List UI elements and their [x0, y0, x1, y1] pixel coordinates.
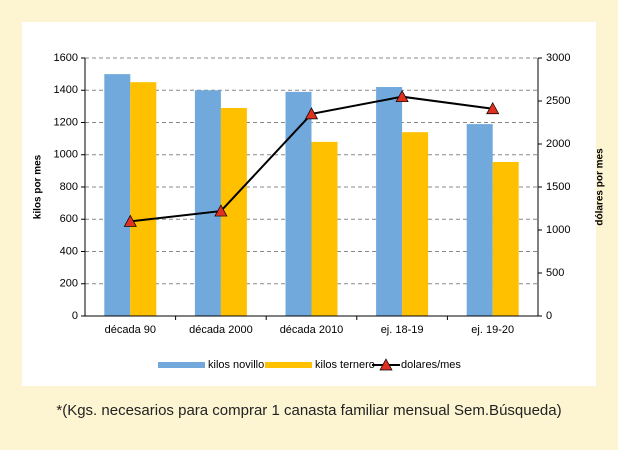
legend-label: dolares/mes [401, 359, 461, 371]
legend-swatch [265, 362, 312, 368]
bar [220, 107, 247, 316]
bar [492, 162, 519, 316]
y2-tick-label: 500 [546, 267, 564, 279]
line-marker [395, 89, 409, 103]
y-tick-label: 1600 [54, 52, 78, 64]
y-tick-label: 0 [72, 310, 78, 322]
y2-tick-label: 2500 [546, 95, 570, 107]
y2-tick-label: 0 [546, 310, 552, 322]
x-tick-label: década 90 [105, 324, 156, 336]
bar [285, 91, 312, 316]
bar [104, 74, 131, 316]
legend-swatch [158, 362, 205, 368]
legend-label: kilos ternero [315, 359, 375, 371]
bar [194, 90, 221, 316]
line-marker [486, 102, 500, 115]
legend-label: kilos novillo [208, 359, 264, 371]
x-tick-label: ej. 19-20 [471, 324, 514, 336]
y2-tick-label: 1000 [546, 224, 570, 236]
bar [376, 87, 403, 317]
y-tick-label: 1400 [54, 84, 78, 96]
line-marker [214, 204, 228, 217]
y-tick-label: 200 [60, 278, 78, 290]
y2-tick-label: 2000 [546, 138, 570, 150]
y-tick-label: 400 [60, 245, 78, 257]
bar [466, 124, 493, 316]
y-axis-title: kilos por mes [33, 154, 44, 219]
bar [130, 82, 157, 316]
y2-tick-label: 1500 [546, 181, 570, 193]
x-tick-label: ej. 18-19 [381, 324, 424, 336]
line-marker [379, 358, 393, 371]
y-tick-label: 1200 [54, 116, 78, 128]
y2-axis-title: dólares por mes [595, 148, 606, 226]
line-marker [304, 107, 319, 120]
footnote: *(Kgs. necesarios para comprar 1 canasta… [56, 402, 561, 419]
x-tick-label: década 2000 [189, 324, 253, 336]
bar [402, 132, 429, 316]
line-marker [123, 214, 137, 227]
y-tick-label: 1000 [54, 149, 78, 161]
y-tick-label: 600 [60, 213, 78, 225]
y-tick-label: 800 [60, 181, 78, 193]
y2-tick-label: 3000 [546, 52, 570, 64]
bar [311, 141, 338, 316]
x-tick-label: década 2010 [280, 324, 344, 336]
